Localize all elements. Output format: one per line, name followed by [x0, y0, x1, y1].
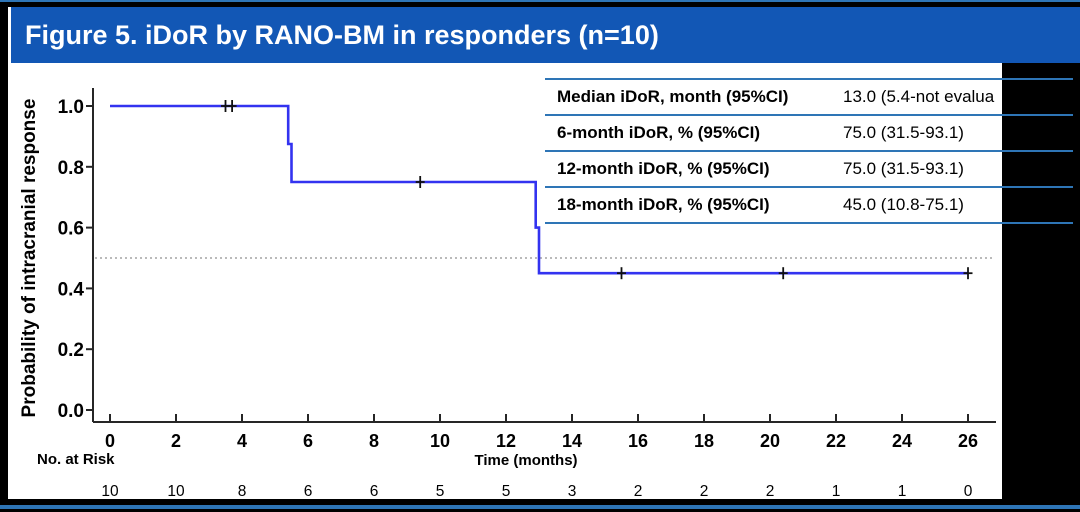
x-tick-label: 12 [496, 431, 516, 451]
header-bar: Figure 5. iDoR by RANO-BM in responders … [11, 7, 1080, 63]
x-tick-label: 8 [369, 431, 379, 451]
y-tick-label: 1.0 [58, 97, 84, 118]
risk-count: 0 [964, 483, 973, 499]
x-tick-label: 10 [430, 431, 450, 451]
risk-count: 6 [304, 483, 313, 499]
stats-table-separator [545, 78, 1073, 80]
y-tick-label: 0.2 [58, 340, 84, 361]
y-tick-label: 0.4 [58, 279, 85, 300]
risk-count: 2 [700, 483, 709, 499]
x-tick-label: 18 [694, 431, 714, 451]
kaplan-meier-chart: 0102104866861051251431621822022212412600… [19, 88, 996, 500]
y-tick-label: 0.0 [58, 401, 84, 422]
y-tick-label: 0.8 [58, 158, 84, 179]
top-border-line [0, 0, 1080, 2]
x-tick-label: 24 [892, 431, 912, 451]
risk-count: 1 [898, 483, 907, 499]
x-tick-label: 4 [237, 431, 247, 451]
risk-count: 10 [167, 483, 185, 499]
risk-count: 5 [436, 483, 445, 499]
risk-count: 3 [568, 483, 577, 499]
y-axis-title: Probability of intracranial response [19, 99, 40, 418]
black-crop-overlay [1002, 63, 1080, 499]
x-tick-label: 22 [826, 431, 846, 451]
risk-count: 6 [370, 483, 379, 499]
figure-title: Figure 5. iDoR by RANO-BM in responders … [25, 20, 659, 50]
header-left-gap [8, 7, 11, 63]
stats-table-separator [545, 114, 1073, 116]
risk-count: 2 [766, 483, 775, 499]
stats-table-separator [545, 222, 1073, 224]
risk-count: 8 [238, 483, 247, 499]
x-tick-label: 20 [760, 431, 780, 451]
x-tick-label: 16 [628, 431, 648, 451]
risk-count: 5 [502, 483, 511, 499]
risk-table-label: No. at Risk [37, 451, 115, 468]
chart-panel: 0 10 2 10 4 8 6 6 8 6 10 5 12 5 14 3 16 2 18 2 20 2 22 1 24 1 26 0 0… [8, 63, 1002, 500]
x-tick-label: 6 [303, 431, 313, 451]
x-axis-title: Time (months) [474, 452, 577, 469]
risk-count: 1 [832, 483, 841, 499]
risk-count: 2 [634, 483, 643, 499]
x-tick-label: 14 [562, 431, 582, 451]
risk-count: 10 [101, 483, 119, 499]
y-tick-label: 0.6 [58, 219, 84, 240]
stats-table-separator [545, 150, 1073, 152]
x-tick-label: 26 [958, 431, 978, 451]
stats-table-separator [545, 186, 1073, 188]
km-curve [110, 104, 968, 275]
x-tick-label: 0 [105, 431, 115, 451]
bottom-border-line [0, 505, 1080, 509]
x-tick-label: 2 [171, 431, 181, 451]
